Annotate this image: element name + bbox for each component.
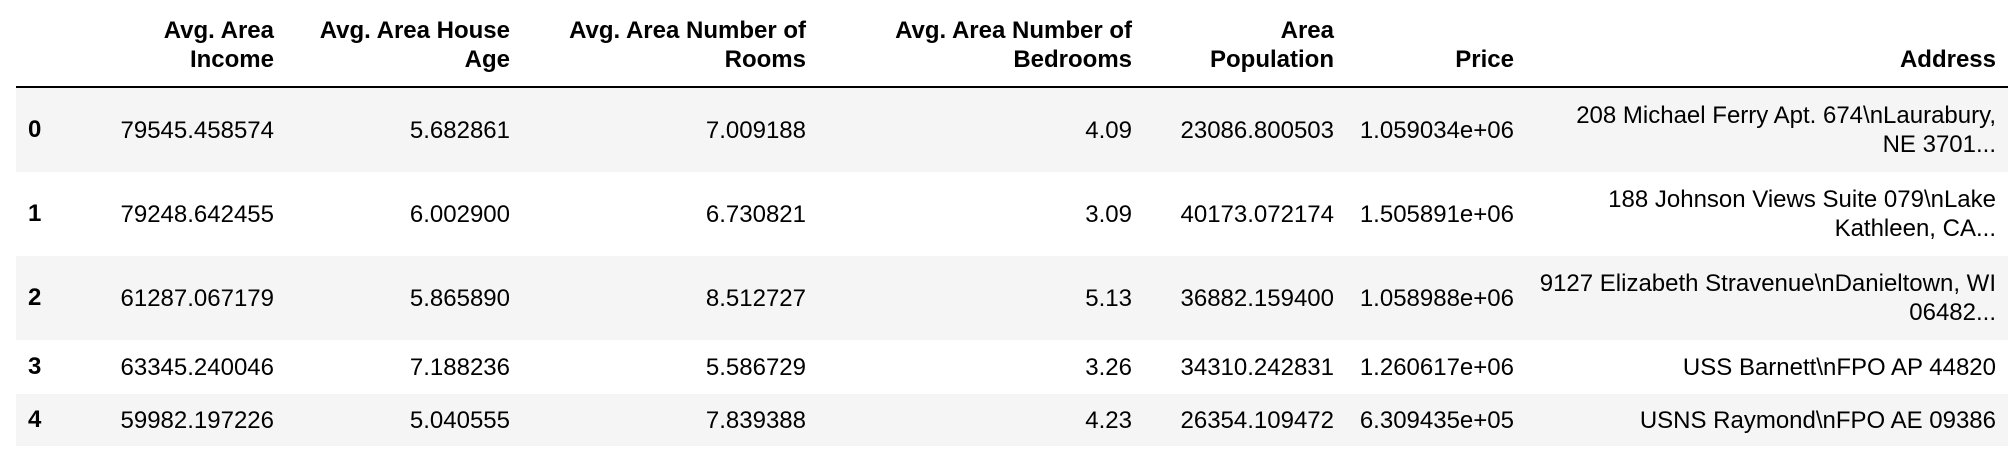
address-cell: USS Barnett\nFPO AP 44820 xyxy=(1682,353,1996,381)
address-cell: USNS Raymond\nFPO AE 09386 xyxy=(1639,406,1996,434)
dataframe-table: Avg. Area Income Avg. Area House Age Avg… xyxy=(16,0,2008,446)
table-row: 4 59982.197226 5.040555 7.839388 4.23 26… xyxy=(16,394,2008,446)
bedrooms-cell: 4.23 xyxy=(1085,406,1132,434)
income-cell: 61287.067179 xyxy=(120,284,275,312)
rooms-cell: 6.730821 xyxy=(705,200,806,228)
row-index: 4 xyxy=(28,406,42,433)
table-row: 1 79248.642455 6.002900 6.730821 3.09 40… xyxy=(16,172,2008,256)
bedrooms-cell: 5.13 xyxy=(1085,284,1132,312)
column-header-bedrooms: Avg. Area Number of Bedrooms xyxy=(818,0,1144,88)
address-cell: 208 Michael Ferry Apt. 674\nLaurabury, N… xyxy=(1576,102,1996,158)
table-row: 2 61287.067179 5.865890 8.512727 5.13 36… xyxy=(16,256,2008,340)
header-row: Avg. Area Income Avg. Area House Age Avg… xyxy=(16,0,2008,88)
rooms-cell: 7.009188 xyxy=(705,116,806,144)
column-header-house-age: Avg. Area House Age xyxy=(286,0,522,88)
row-index: 2 xyxy=(28,284,42,311)
bedrooms-cell: 3.26 xyxy=(1085,353,1132,381)
index-header xyxy=(16,0,82,88)
table-row: 0 79545.458574 5.682861 7.009188 4.09 23… xyxy=(16,87,2008,172)
price-cell: 1.260617e+06 xyxy=(1359,353,1514,381)
price-cell: 1.505891e+06 xyxy=(1359,200,1514,228)
bedrooms-cell: 3.09 xyxy=(1085,200,1132,228)
column-header-address: Address xyxy=(1526,0,2008,88)
column-header-population: Area Population xyxy=(1144,0,1346,88)
row-index: 1 xyxy=(28,200,42,227)
rooms-cell: 5.586729 xyxy=(705,353,806,381)
rooms-cell: 7.839388 xyxy=(705,406,806,434)
address-cell: 188 Johnson Views Suite 079\nLake Kathle… xyxy=(1608,186,1996,242)
table-row: 3 63345.240046 7.188236 5.586729 3.26 34… xyxy=(16,340,2008,394)
price-cell: 6.309435e+05 xyxy=(1359,406,1514,434)
column-header-price: Price xyxy=(1346,0,1526,88)
house-age-cell: 6.002900 xyxy=(409,200,510,228)
population-cell: 23086.800503 xyxy=(1180,116,1335,144)
row-index: 3 xyxy=(28,353,42,380)
income-cell: 79545.458574 xyxy=(120,116,275,144)
income-cell: 63345.240046 xyxy=(120,353,275,381)
income-cell: 79248.642455 xyxy=(120,200,275,228)
house-age-cell: 5.865890 xyxy=(409,284,510,312)
price-cell: 1.058988e+06 xyxy=(1359,284,1514,312)
row-index: 0 xyxy=(28,116,42,143)
column-header-income: Avg. Area Income xyxy=(82,0,286,88)
bedrooms-cell: 4.09 xyxy=(1085,116,1132,144)
population-cell: 34310.242831 xyxy=(1180,353,1335,381)
dataframe-output: Avg. Area Income Avg. Area House Age Avg… xyxy=(16,0,2008,446)
price-cell: 1.059034e+06 xyxy=(1359,116,1514,144)
population-cell: 36882.159400 xyxy=(1180,284,1335,312)
house-age-cell: 7.188236 xyxy=(409,353,510,381)
house-age-cell: 5.040555 xyxy=(409,406,510,434)
address-cell: 9127 Elizabeth Stravenue\nDanieltown, WI… xyxy=(1539,270,1996,326)
population-cell: 26354.109472 xyxy=(1180,406,1335,434)
income-cell: 59982.197226 xyxy=(120,406,275,434)
house-age-cell: 5.682861 xyxy=(409,116,510,144)
population-cell: 40173.072174 xyxy=(1180,200,1335,228)
rooms-cell: 8.512727 xyxy=(705,284,806,312)
column-header-rooms: Avg. Area Number of Rooms xyxy=(522,0,818,88)
